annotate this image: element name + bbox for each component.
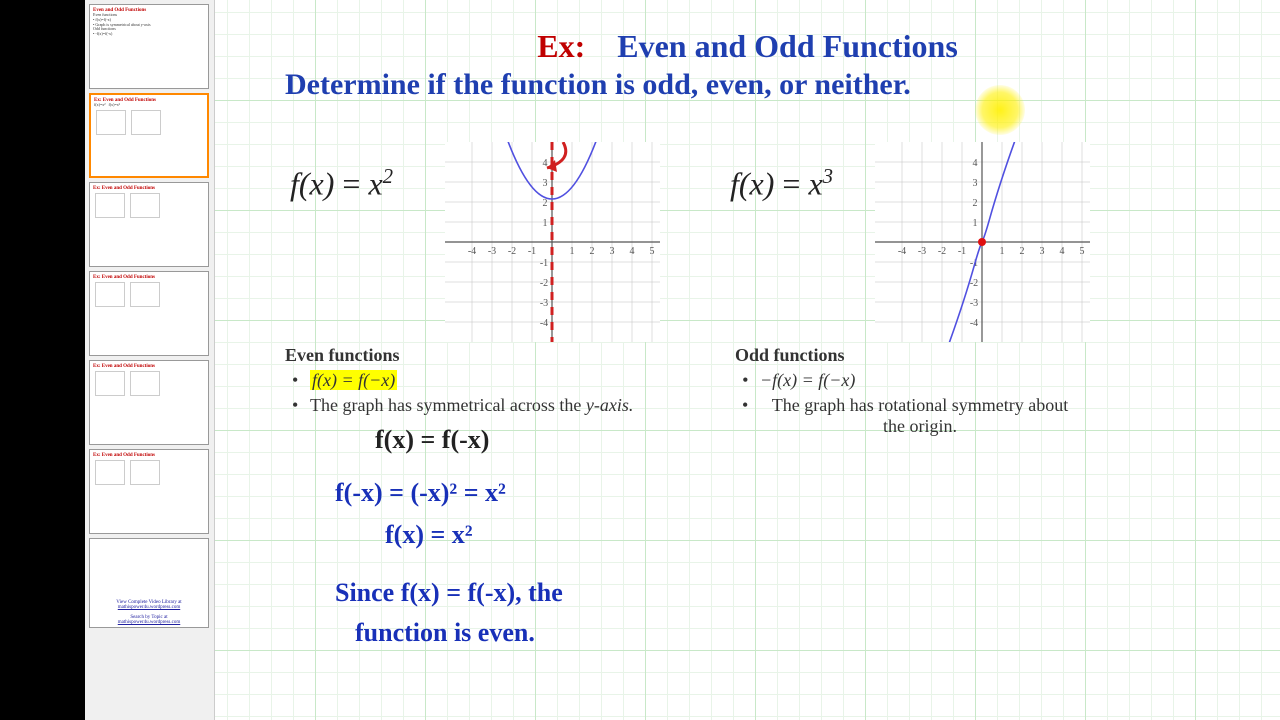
mini-graph-icon — [95, 371, 125, 396]
svg-text:3: 3 — [543, 178, 548, 189]
mini-graph-icon — [96, 110, 126, 135]
even-rule-bullet: f(x) = f(−x) — [310, 370, 397, 391]
thumb-title: Ex: Even and Odd Functions — [93, 453, 205, 458]
thumbnail-2[interactable]: Ex: Even and Odd Functions f(x)=x² f(x)=… — [89, 93, 209, 178]
svg-text:-3: -3 — [540, 298, 548, 309]
svg-text:-1: -1 — [540, 258, 548, 269]
svg-text:-2: -2 — [540, 278, 548, 289]
thumbnail-3[interactable]: Ex: Even and Odd Functions — [89, 182, 209, 267]
graph-parabola: -4 -3 -2 -1 1 2 3 4 5 4 3 2 1 -1 -2 -3 -4 — [445, 142, 660, 342]
thumb-title: Ex: Even and Odd Functions — [93, 186, 205, 191]
svg-text:4: 4 — [543, 158, 548, 169]
svg-text:2: 2 — [1020, 246, 1025, 257]
footer-text: View Complete Video Library at mathispow… — [92, 600, 206, 625]
svg-text:4: 4 — [973, 158, 978, 169]
svg-text:-1: -1 — [528, 246, 536, 257]
svg-text:4: 4 — [630, 246, 635, 257]
handwriting-line-3: f(x) = x² — [385, 520, 473, 550]
title-text: Even and Odd Functions — [617, 28, 958, 64]
svg-text:1: 1 — [1000, 246, 1005, 257]
svg-text:3: 3 — [973, 178, 978, 189]
svg-text:2: 2 — [590, 246, 595, 257]
parabola-svg-icon: -4 -3 -2 -1 1 2 3 4 5 4 3 2 1 -1 -2 -3 -4 — [445, 142, 660, 342]
thumbnail-6[interactable]: Ex: Even and Odd Functions — [89, 449, 209, 534]
odd-symmetry-bullet: The graph has rotational symmetry about … — [760, 395, 1080, 437]
svg-text:1: 1 — [543, 218, 548, 229]
svg-text:-3: -3 — [970, 298, 978, 309]
cubic-svg-icon: -4-3-2-1 12345 4321 -1-2-3-4 — [875, 142, 1090, 342]
svg-text:-1: -1 — [958, 246, 966, 257]
thumbnail-footer[interactable]: View Complete Video Library at mathispow… — [89, 538, 209, 628]
even-symmetry-bullet: The graph has symmetrical across the y-a… — [310, 395, 710, 416]
odd-rule-bullet: −f(x) = f(−x) — [760, 370, 855, 391]
svg-text:5: 5 — [650, 246, 655, 257]
svg-text:5: 5 — [1080, 246, 1085, 257]
mini-graph-icon — [130, 371, 160, 396]
svg-text:-2: -2 — [508, 246, 516, 257]
thumbnail-5[interactable]: Ex: Even and Odd Functions — [89, 360, 209, 445]
handwriting-line-5: function is even. — [355, 618, 535, 648]
svg-text:3: 3 — [1040, 246, 1045, 257]
svg-text:-3: -3 — [488, 246, 496, 257]
svg-text:1: 1 — [570, 246, 575, 257]
svg-text:1: 1 — [973, 218, 978, 229]
mini-graph-icon — [95, 282, 125, 307]
svg-text:3: 3 — [610, 246, 615, 257]
handwriting-line-2: f(-x) = (-x)² = x² — [335, 478, 506, 508]
mini-graph-icon — [130, 460, 160, 485]
even-functions-heading: Even functions — [285, 345, 400, 366]
handwriting-line-4: Since f(x) = f(-x), the — [335, 578, 755, 608]
svg-text:2: 2 — [543, 198, 548, 209]
mini-graph-icon — [130, 282, 160, 307]
thumbnail-1[interactable]: Even and Odd Functions Even functions• f… — [89, 4, 209, 89]
mini-graph-icon — [130, 193, 160, 218]
mini-graph-icon — [95, 460, 125, 485]
cursor-highlight-icon — [975, 85, 1025, 135]
thumb-title: Ex: Even and Odd Functions — [93, 275, 205, 280]
svg-text:-4: -4 — [468, 246, 476, 257]
slide-thumbnail-panel: Even and Odd Functions Even functions• f… — [85, 0, 215, 720]
mini-graph-icon — [131, 110, 161, 135]
thumb-title: Ex: Even and Odd Functions — [93, 364, 205, 369]
svg-text:-4: -4 — [970, 318, 978, 329]
svg-text:-4: -4 — [540, 318, 548, 329]
svg-text:4: 4 — [1060, 246, 1065, 257]
graph-cubic: -4-3-2-1 12345 4321 -1-2-3-4 — [875, 142, 1090, 342]
slide-subtitle: Determine if the function is odd, even, … — [285, 68, 1240, 102]
slide-canvas: Ex: Even and Odd Functions Determine if … — [215, 0, 1280, 720]
odd-functions-heading: Odd functions — [735, 345, 845, 366]
example-label: Ex: — [537, 28, 585, 64]
svg-text:-4: -4 — [898, 246, 906, 257]
mini-graph-icon — [95, 193, 125, 218]
formula-even: f(x) = x2 — [290, 165, 393, 203]
svg-text:-2: -2 — [970, 278, 978, 289]
handwriting-line-1: f(x) = f(-x) — [375, 425, 489, 455]
thumbnail-4[interactable]: Ex: Even and Odd Functions — [89, 271, 209, 356]
svg-text:-3: -3 — [918, 246, 926, 257]
slide-title: Ex: Even and Odd Functions — [215, 28, 1280, 65]
svg-text:2: 2 — [973, 198, 978, 209]
svg-text:-2: -2 — [938, 246, 946, 257]
formula-odd: f(x) = x3 — [730, 165, 833, 203]
